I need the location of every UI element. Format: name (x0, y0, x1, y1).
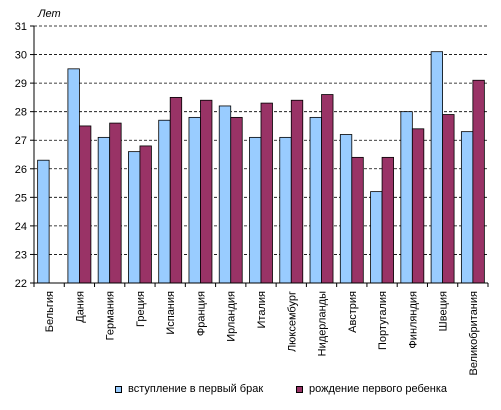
bar-first-child-2 (109, 122, 122, 284)
bar-first-child-12 (411, 128, 425, 284)
legend-item-first-child: рождение первого ребенка (296, 383, 447, 395)
y-axis-label: Лет (37, 8, 61, 20)
bar-marriage-13 (430, 51, 444, 284)
y-tick-label-28: 28 (15, 107, 27, 119)
y-tick-label-29: 29 (15, 78, 27, 90)
x-tick-label-13: Швеция (438, 291, 450, 331)
bar-first-child-11 (381, 156, 394, 284)
x-tick-label-14: Великобритания (468, 291, 480, 376)
bar-first-child-10 (351, 156, 364, 284)
bar-first-child-9 (321, 94, 334, 284)
bar-marriage-10 (339, 134, 353, 284)
bar-marriage-4 (158, 119, 171, 284)
bar-marriage-3 (128, 151, 141, 284)
x-tick-label-8: Люксембург (286, 291, 298, 352)
bar-first-child-6 (230, 116, 243, 284)
x-tick-label-10: Австрия (347, 291, 359, 333)
y-tick-label-22: 22 (15, 278, 27, 290)
bar-marriage-8 (279, 136, 292, 284)
bar-first-child-13 (442, 114, 455, 284)
x-tick-label-2: Германия (105, 291, 117, 340)
x-tick-label-12: Финляндия (407, 291, 419, 349)
x-tick-label-6: Ирландия (226, 291, 238, 342)
x-tick-label-11: Португалия (377, 291, 389, 350)
bar-first-child-3 (139, 145, 152, 284)
bar-marriage-1 (67, 68, 80, 284)
bar-marriage-9 (309, 116, 322, 284)
bar-first-child-14 (472, 79, 485, 284)
y-tick-label-23: 23 (15, 249, 27, 261)
bar-first-child-4 (169, 96, 183, 284)
x-tick-label-9: Нидерланды (317, 291, 329, 356)
y-tick-label-31: 31 (15, 21, 27, 33)
legend-swatch-first-child (296, 385, 303, 393)
x-tick-label-5: Франция (195, 291, 207, 336)
x-tick-label-0: Бельгия (44, 291, 56, 332)
bar-chart-svg: 22 23 24 25 26 27 28 29 30 31 Бельгия Дания Германия… (15, 8, 489, 376)
y-tick-label-26: 26 (15, 164, 27, 176)
bar-marriage-12 (400, 111, 413, 284)
legend-label-marriage: вступление в первый брак (128, 383, 264, 395)
legend-label-first-child: рождение первого ребенка (309, 383, 448, 395)
y-tick-label-30: 30 (15, 50, 27, 62)
x-tick-label-7: Италия (256, 291, 268, 329)
bar-marriage-11 (370, 191, 383, 284)
bar-first-child-1 (79, 125, 92, 284)
legend: вступление в первый брак рождение первог… (0, 383, 501, 405)
bar-marriage-7 (249, 136, 262, 284)
y-tick-label-24: 24 (15, 221, 27, 233)
bar-first-child-5 (200, 99, 213, 284)
bar-marriage-6 (218, 105, 232, 284)
legend-item-marriage: вступление в первый брак (115, 383, 263, 395)
x-tick-label-3: Греция (135, 291, 147, 327)
bar-marriage-2 (97, 136, 111, 284)
x-tick-label-1: Дания (74, 291, 86, 323)
legend-swatch-marriage (115, 385, 122, 393)
bar-first-child-7 (260, 102, 273, 284)
y-tick-label-25: 25 (15, 192, 27, 204)
bar-marriage-0 (37, 159, 50, 284)
bar-marriage-5 (188, 116, 201, 284)
bar-first-child-8 (290, 99, 304, 284)
y-tick-label-27: 27 (15, 135, 27, 147)
x-tick-label-4: Испания (165, 291, 177, 335)
bar-marriage-14 (460, 131, 474, 284)
